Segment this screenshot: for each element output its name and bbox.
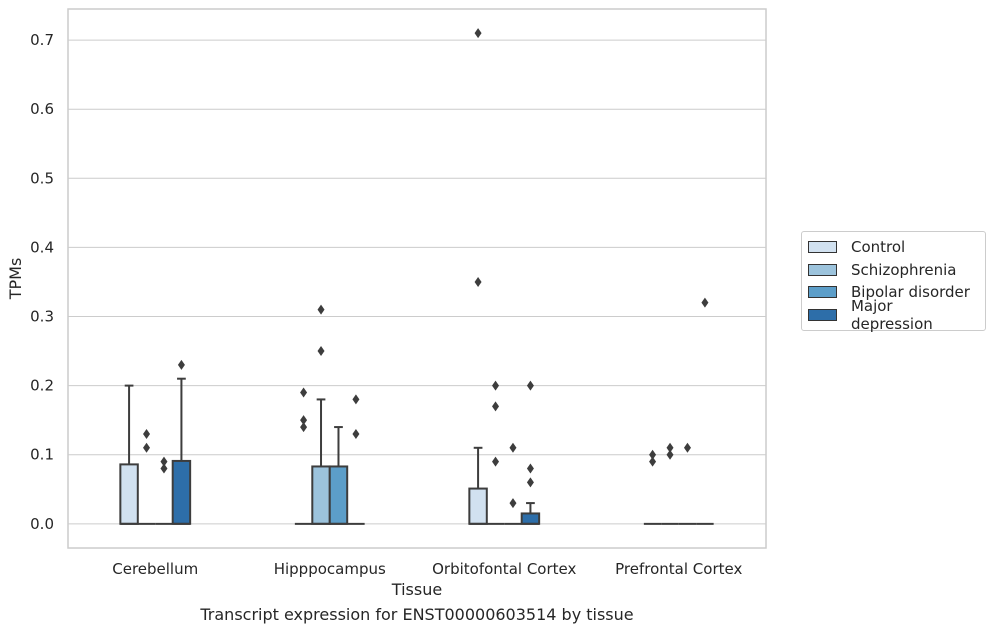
outlier-point [526,477,534,488]
outlier-point [352,428,360,439]
outlier-point [492,380,500,391]
x-axis-label: Tissue [391,580,442,599]
outlier-point [649,456,657,467]
outlier-point [300,422,308,433]
outlier-point [143,428,151,439]
outlier-point [526,380,534,391]
outlier-point [701,297,709,308]
box-major-depression [171,459,192,525]
plot-frame [67,8,767,549]
outlier-point [683,442,691,453]
legend-item-bipolar-disorder: Bipolar disorder [808,281,979,304]
outlier-point [160,463,168,474]
legend-swatch-major-depression [808,308,837,321]
outlier-point [492,456,500,467]
y-tick-label: 0.3 [30,308,54,326]
outlier-point [300,415,308,426]
outlier-point [143,442,151,453]
legend-swatch-control [808,241,837,254]
outlier-point [317,346,325,357]
outlier-point [177,359,185,370]
outlier-point [492,401,500,412]
legend-item-major-depression: Major depression [808,297,979,333]
outlier-point [317,304,325,315]
chart-caption: Transcript expression for ENST0000060351… [200,605,634,624]
outlier-point [526,463,534,474]
y-tick-label: 0.7 [30,31,54,49]
legend-item-control: Control [808,236,979,259]
y-tick-label: 0.2 [30,377,54,395]
x-tick-label: Orbitofontal Cortex [432,560,576,578]
y-tick-label: 0.4 [30,238,54,256]
y-tick-label: 0.0 [30,515,54,533]
outlier-point [474,276,482,287]
box-bipolar-disorder [328,465,349,525]
outlier-point [509,498,517,509]
legend-item-schizophrenia: Schizophrenia [808,259,979,282]
outlier-point [666,449,674,460]
y-axis-label: TPMs [6,258,25,301]
outlier-point [666,442,674,453]
legend-label-bipolar-disorder: Bipolar disorder [851,283,970,302]
legend-swatch-bipolar-disorder [808,286,837,299]
outlier-point [649,449,657,460]
box-control [468,487,488,525]
box-control [119,463,139,525]
y-tick-label: 0.6 [30,100,54,118]
box-schizophrenia [311,465,331,525]
outlier-point [160,456,168,467]
y-tick-label: 0.5 [30,169,54,187]
outlier-point [300,387,308,398]
x-tick-label: Hipppocampus [274,560,386,578]
box-major-depression [520,512,541,525]
legend-label-major-depression: Major depression [850,296,933,333]
outlier-point [509,442,517,453]
x-tick-label: Cerebellum [112,560,198,578]
legend-label-control: Control [851,238,906,257]
outlier-point [474,28,482,39]
legend-swatch-schizophrenia [808,263,837,276]
x-tick-label: Prefrontal Cortex [615,560,742,578]
outlier-point [352,394,360,405]
legend: Control Schizophrenia Bipolar disorder M… [801,231,986,333]
y-tick-label: 0.1 [30,446,54,464]
legend-label-schizophrenia: Schizophrenia [851,260,957,279]
